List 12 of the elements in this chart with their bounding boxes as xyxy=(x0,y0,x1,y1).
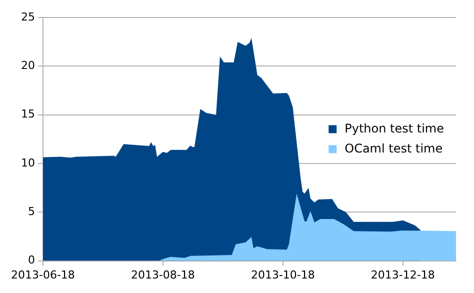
x-tick-label: 2013-12-18 xyxy=(370,268,435,282)
x-tick-label: 2013-10-18 xyxy=(250,268,315,282)
y-tick-label: 5 xyxy=(28,205,35,218)
x-tick-label: 2013-08-18 xyxy=(130,268,195,282)
y-tick-label: 10 xyxy=(20,156,35,170)
y-tick-label: 15 xyxy=(20,108,35,121)
x-tick-label: 2013-06-18 xyxy=(10,268,75,282)
y-tick-label: 0 xyxy=(28,254,35,267)
y-tick-label: 25 xyxy=(20,10,35,24)
legend-label: Python test time xyxy=(344,121,444,136)
legend-label: OCaml test time xyxy=(344,141,443,156)
y-tick-label: 20 xyxy=(20,59,35,72)
